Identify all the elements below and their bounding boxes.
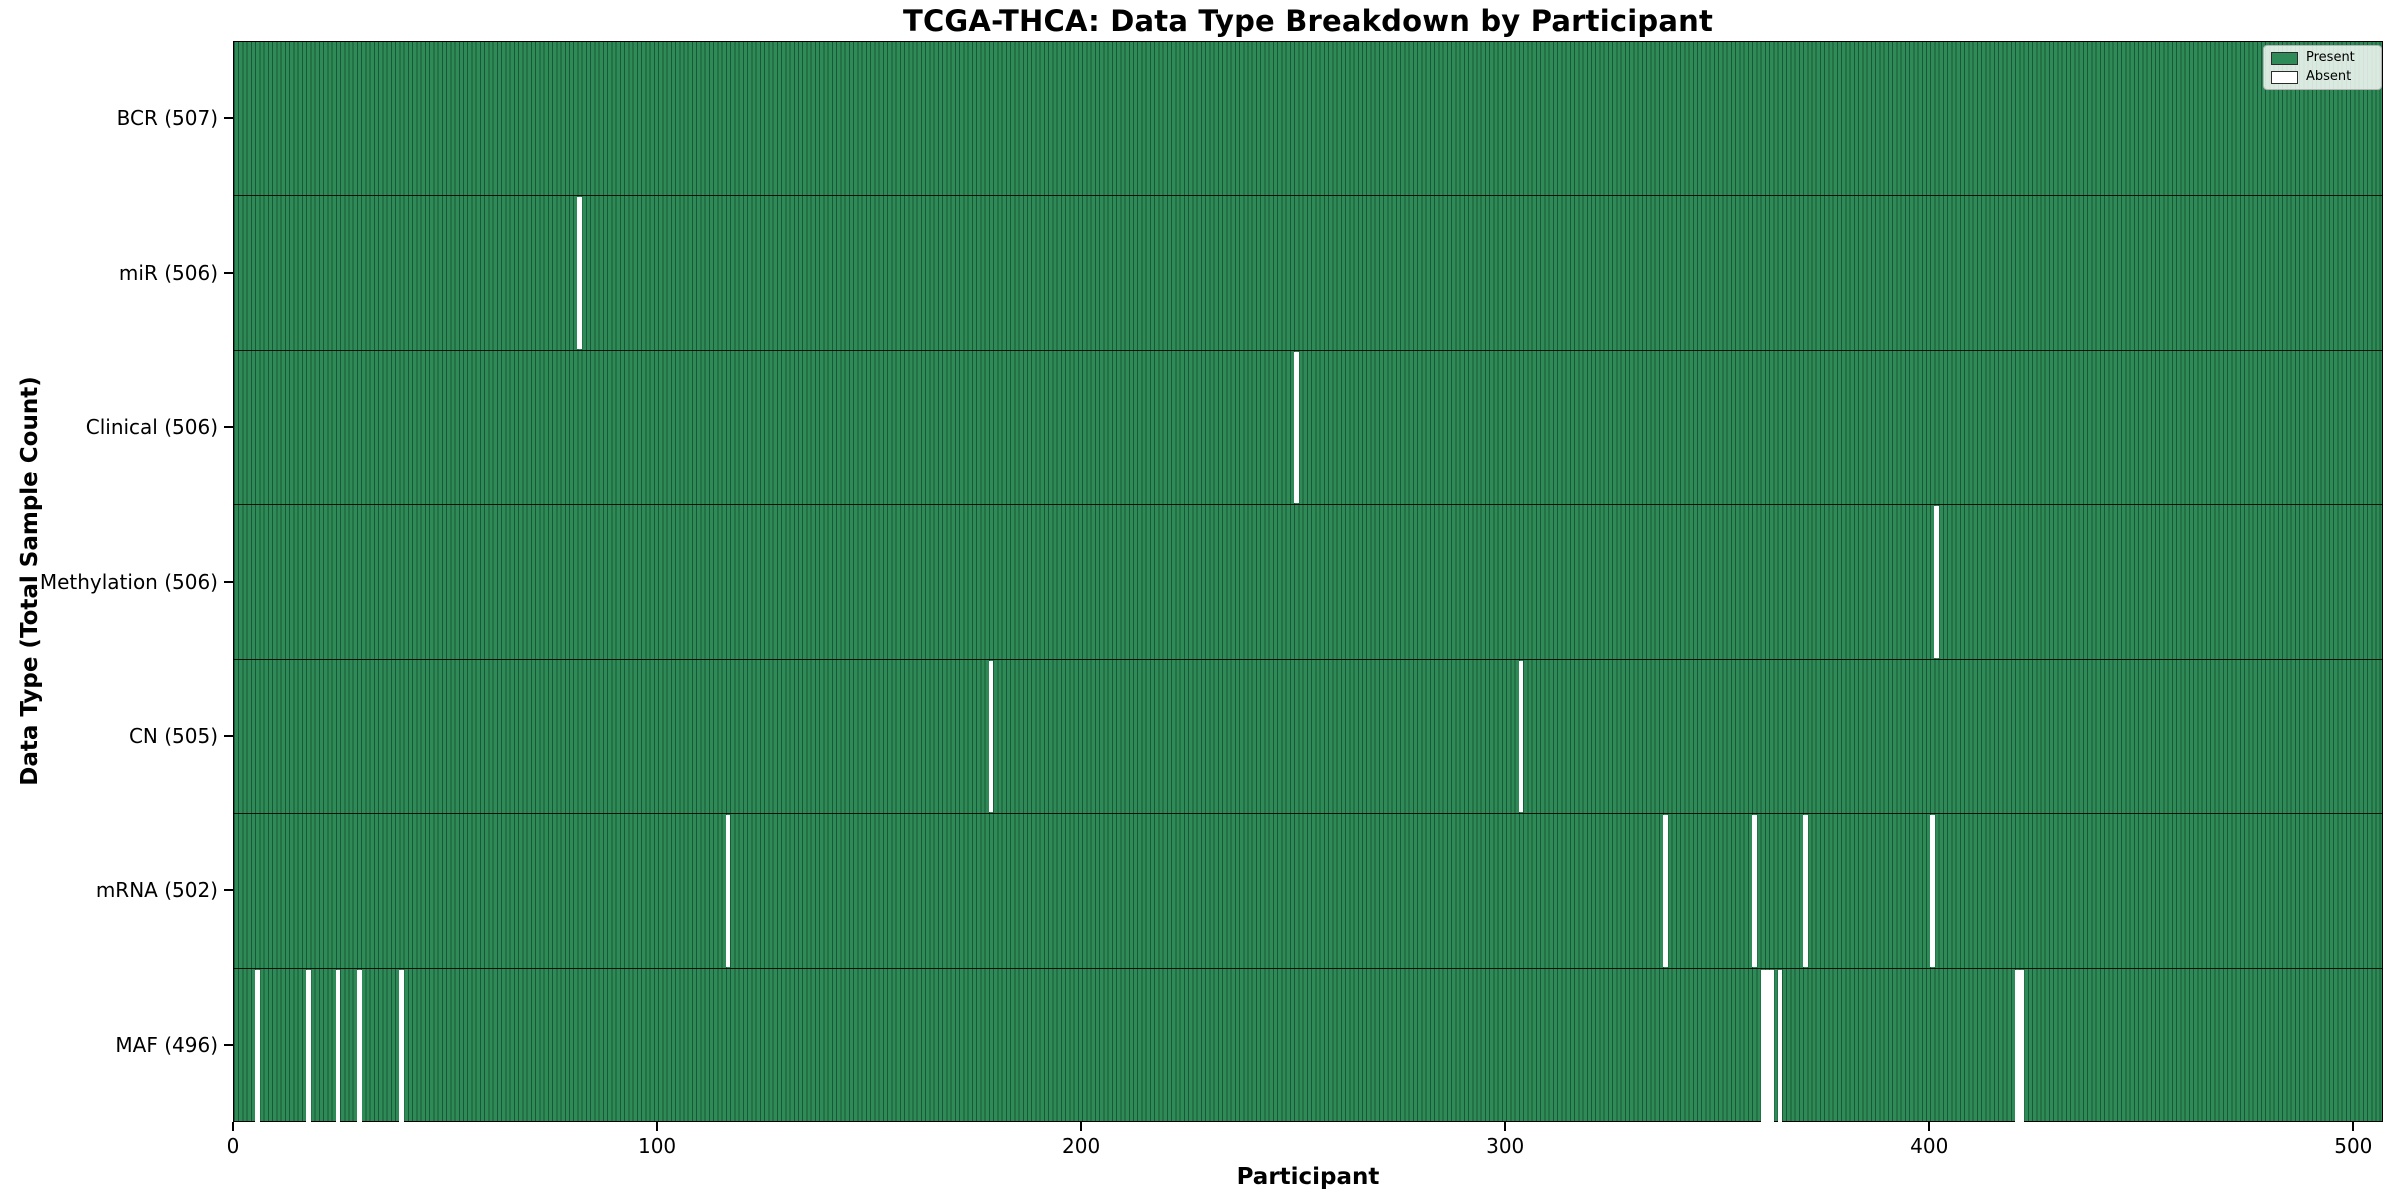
- y-tick-label-bcr: BCR (507): [116, 106, 218, 131]
- row-cn: [234, 660, 2382, 815]
- y-tick-label-clinical: Clinical (506): [85, 415, 218, 440]
- x-tick-mark: [1080, 1122, 1083, 1131]
- absent-gap: [1764, 969, 1770, 1122]
- absent-gap: [1930, 815, 1935, 967]
- absent-gap: [1663, 815, 1668, 967]
- x-tick-mark: [656, 1122, 659, 1131]
- absent-gap: [1777, 969, 1783, 1122]
- absent-gap: [1760, 969, 1766, 1122]
- absent-gap: [356, 969, 362, 1122]
- chart-title: TCGA-THCA: Data Type Breakdown by Partic…: [902, 4, 1714, 38]
- x-tick-label: 200: [1062, 1134, 1101, 1158]
- x-tick-label: 400: [1910, 1134, 1949, 1158]
- absent-gap: [255, 969, 260, 1122]
- y-tick-label-cn: CN (505): [128, 723, 218, 748]
- y-tick-mark: [224, 117, 233, 120]
- absent-gap: [988, 660, 994, 813]
- absent-gap: [725, 815, 731, 967]
- y-tick-mark: [224, 271, 233, 274]
- x-tick-mark: [1504, 1122, 1507, 1131]
- absent-gap: [1518, 660, 1524, 813]
- absent-gap: [399, 969, 404, 1122]
- present-swatch-icon: [2271, 51, 2298, 65]
- x-tick-mark: [2352, 1122, 2355, 1131]
- x-tick-label: 500: [2334, 1134, 2373, 1158]
- legend-item-absent: Absent: [2271, 70, 2374, 84]
- x-tick-mark: [232, 1122, 234, 1131]
- x-axis-label: Participant: [1236, 1164, 1380, 1190]
- x-tick-label: 0: [226, 1134, 240, 1158]
- legend: Present Absent: [2263, 45, 2382, 90]
- row-bcr: [234, 42, 2382, 197]
- plot-area: [233, 41, 2383, 1122]
- absent-gap: [306, 969, 311, 1122]
- y-tick-label-mir: miR (506): [118, 260, 218, 285]
- absent-gap: [1769, 969, 1774, 1122]
- y-tick-mark: [224, 889, 233, 892]
- legend-label-absent: Absent: [2306, 69, 2352, 84]
- row-maf: [234, 969, 2382, 1123]
- absent-swatch-icon: [2271, 70, 2298, 84]
- y-tick-label-methylation: Methylation (506): [39, 569, 218, 594]
- row-clinical: [234, 351, 2382, 506]
- absent-gap: [2019, 969, 2024, 1122]
- y-tick-mark: [224, 580, 233, 583]
- y-tick-label-maf: MAF (496): [115, 1032, 218, 1057]
- y-tick-mark: [224, 426, 233, 429]
- absent-gap: [1934, 506, 1940, 658]
- row-mir: [234, 196, 2382, 351]
- legend-item-present: Present: [2271, 51, 2374, 65]
- absent-gap: [2015, 969, 2020, 1122]
- x-tick-mark: [1928, 1122, 1931, 1131]
- absent-gap: [335, 969, 341, 1122]
- absent-gap: [1803, 815, 1808, 967]
- absent-gap: [1752, 815, 1757, 967]
- row-mrna: [234, 814, 2382, 969]
- y-tick-mark: [224, 1043, 233, 1046]
- absent-gap: [577, 197, 583, 349]
- x-tick-label: 300: [1486, 1134, 1525, 1158]
- row-methylation: [234, 505, 2382, 660]
- y-tick-mark: [224, 734, 233, 737]
- legend-label-present: Present: [2306, 50, 2355, 65]
- x-tick-label: 100: [637, 1134, 677, 1158]
- y-tick-label-mrna: mRNA (502): [95, 878, 218, 903]
- absent-gap: [1294, 351, 1299, 504]
